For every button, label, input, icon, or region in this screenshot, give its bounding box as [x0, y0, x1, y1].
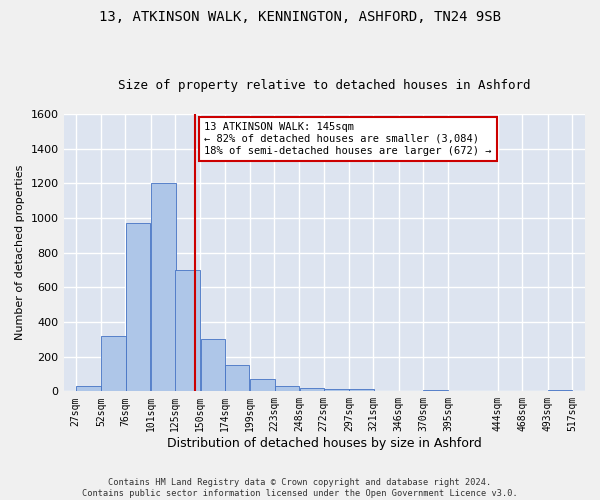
Bar: [300, 388, 325, 392]
Title: Size of property relative to detached houses in Ashford: Size of property relative to detached ho…: [118, 79, 530, 92]
Bar: [225, 366, 250, 392]
Bar: [324, 388, 349, 392]
Text: 13 ATKINSON WALK: 145sqm
← 82% of detached houses are smaller (3,084)
18% of sem: 13 ATKINSON WALK: 145sqm ← 82% of detach…: [205, 122, 492, 156]
Bar: [76, 386, 101, 392]
Bar: [175, 270, 200, 392]
X-axis label: Distribution of detached houses by size in Ashford: Distribution of detached houses by size …: [167, 437, 482, 450]
Bar: [424, 390, 448, 392]
Text: Contains HM Land Registry data © Crown copyright and database right 2024.
Contai: Contains HM Land Registry data © Crown c…: [82, 478, 518, 498]
Bar: [275, 386, 299, 392]
Bar: [101, 336, 126, 392]
Bar: [200, 340, 225, 392]
Bar: [126, 223, 150, 392]
Text: 13, ATKINSON WALK, KENNINGTON, ASHFORD, TN24 9SB: 13, ATKINSON WALK, KENNINGTON, ASHFORD, …: [99, 10, 501, 24]
Y-axis label: Number of detached properties: Number of detached properties: [15, 165, 25, 340]
Bar: [548, 390, 572, 392]
Bar: [250, 379, 275, 392]
Bar: [151, 184, 176, 392]
Bar: [349, 388, 374, 392]
